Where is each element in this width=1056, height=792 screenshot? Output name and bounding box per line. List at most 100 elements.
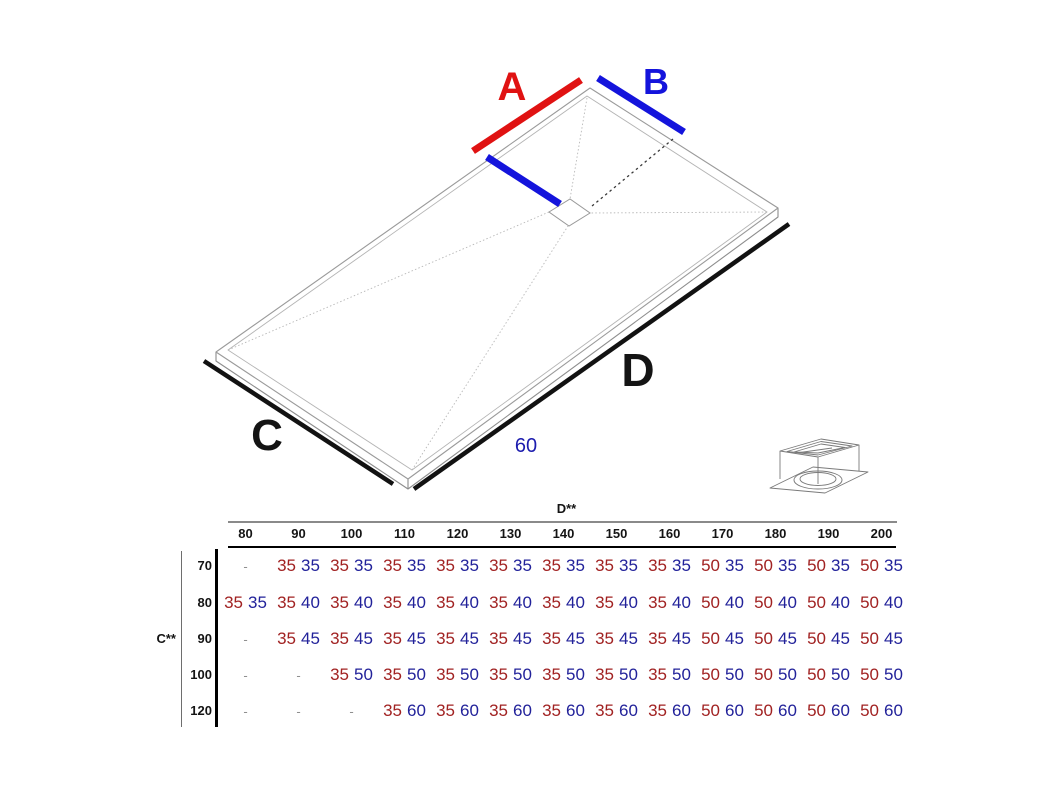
column-header-90: 90 <box>291 526 306 541</box>
cell-value-first: 50 <box>701 556 720 575</box>
cell-value-first: 35 <box>330 629 349 648</box>
size-cell-80x90: 35 40 <box>272 590 325 616</box>
size-cell-90x90: 35 45 <box>272 626 325 652</box>
column-axis-label: D** <box>556 501 577 516</box>
size-cell-70x90: 35 35 <box>272 553 325 579</box>
cell-value-first: 35 <box>383 629 402 648</box>
size-cell-120x140: 35 60 <box>537 698 590 724</box>
size-cell-100x150: 35 50 <box>590 662 643 688</box>
size-cell-70x190: 50 35 <box>802 553 855 579</box>
cell-value-second: 35 <box>460 556 479 575</box>
size-cell-80x150: 35 40 <box>590 590 643 616</box>
cell-value-first: 35 <box>436 629 455 648</box>
row-axis-rule <box>181 551 182 727</box>
cell-value-second: 35 <box>301 556 320 575</box>
empty-cell-dash: - <box>243 632 248 647</box>
cell-value-second: 35 <box>725 556 744 575</box>
cell-value-second: 50 <box>884 665 903 684</box>
cell-value-first: 35 <box>648 665 667 684</box>
dimension-line-d <box>412 222 791 491</box>
size-cell-90x80: - <box>219 626 272 652</box>
cell-value-first: 50 <box>860 665 879 684</box>
size-cell-90x180: 50 45 <box>749 626 802 652</box>
empty-cell-dash: - <box>243 668 248 683</box>
edge-label-a: A <box>498 65 527 109</box>
size-cell-90x150: 35 45 <box>590 626 643 652</box>
cell-value-first: 50 <box>807 556 826 575</box>
cell-value-first: 35 <box>489 701 508 720</box>
cell-value-second: 40 <box>566 592 585 612</box>
size-cell-100x90: - <box>272 662 325 688</box>
cell-value-first: 35 <box>436 665 455 684</box>
cell-value-first: 50 <box>754 629 773 648</box>
size-cell-100x130: 35 50 <box>484 662 537 688</box>
size-cell-120x110: 35 60 <box>378 698 431 724</box>
size-cell-120x130: 35 60 <box>484 698 537 724</box>
cell-value-second: 60 <box>672 701 691 720</box>
cell-value-first: 35 <box>489 556 508 575</box>
size-cell-80x130: 35 40 <box>484 590 537 616</box>
cell-value-second: 60 <box>460 701 479 720</box>
cell-value-first: 35 <box>224 592 243 612</box>
cell-value-second: 40 <box>513 592 532 612</box>
cell-value-second: 40 <box>884 592 903 612</box>
cell-value-second: 45 <box>672 629 691 648</box>
cell-value-second: 45 <box>513 629 532 648</box>
cell-value-second: 40 <box>725 592 744 612</box>
cell-value-second: 35 <box>619 556 638 575</box>
dimension-line-c <box>202 359 395 486</box>
cell-value-first: 35 <box>383 665 402 684</box>
size-cell-120x90: - <box>272 698 325 724</box>
cell-value-second: 45 <box>407 629 426 648</box>
drain-offset-value: 60 <box>515 435 537 457</box>
size-cell-100x160: 35 50 <box>643 662 696 688</box>
shower-tray-diagram: A B C D 60 <box>202 61 869 494</box>
cell-value-first: 50 <box>807 701 826 720</box>
cell-value-second: 35 <box>672 556 691 575</box>
row-axis-label: C** <box>156 631 176 646</box>
cell-value-second: 35 <box>248 592 267 612</box>
size-cell-120x100: - <box>325 698 378 724</box>
slope-diagonals <box>227 97 768 471</box>
column-header-100: 100 <box>340 526 363 541</box>
size-cell-70x160: 35 35 <box>643 553 696 579</box>
cell-value-second: 50 <box>778 665 797 684</box>
size-cell-120x170: 50 60 <box>696 698 749 724</box>
column-header-130: 130 <box>499 526 522 541</box>
cell-value-second: 60 <box>884 701 903 720</box>
cell-value-first: 35 <box>383 556 402 575</box>
column-header-180: 180 <box>764 526 787 541</box>
cell-value-second: 60 <box>725 701 744 720</box>
cell-value-first: 35 <box>595 556 614 575</box>
size-cell-80x110: 35 40 <box>378 590 431 616</box>
cell-value-second: 60 <box>778 701 797 720</box>
cell-value-second: 50 <box>566 665 585 684</box>
size-cell-120x80: - <box>219 698 272 724</box>
size-cell-100x190: 50 50 <box>802 662 855 688</box>
size-cell-100x170: 50 50 <box>696 662 749 688</box>
cell-value-first: 35 <box>542 665 561 684</box>
size-cell-90x130: 35 45 <box>484 626 537 652</box>
cell-value-second: 60 <box>513 701 532 720</box>
cell-value-first: 35 <box>542 556 561 575</box>
square-drain-grate-icon <box>769 438 869 494</box>
cell-value-first: 35 <box>489 592 508 612</box>
edge-label-b: B <box>643 61 669 102</box>
size-cell-70x130: 35 35 <box>484 553 537 579</box>
size-cell-70x110: 35 35 <box>378 553 431 579</box>
cell-value-second: 40 <box>778 592 797 612</box>
size-cell-80x190: 50 40 <box>802 590 855 616</box>
cell-value-first: 50 <box>860 592 879 612</box>
size-cell-80x140: 35 40 <box>537 590 590 616</box>
size-cell-120x120: 35 60 <box>431 698 484 724</box>
cell-value-second: 35 <box>884 556 903 575</box>
size-cell-80x200: 50 40 <box>855 590 908 616</box>
cell-value-second: 45 <box>566 629 585 648</box>
cell-value-second: 45 <box>831 629 850 648</box>
size-cell-90x170: 50 45 <box>696 626 749 652</box>
column-header-110: 110 <box>394 526 415 541</box>
cell-value-first: 35 <box>330 556 349 575</box>
column-header-200: 200 <box>870 526 893 541</box>
size-cell-90x200: 50 45 <box>855 626 908 652</box>
